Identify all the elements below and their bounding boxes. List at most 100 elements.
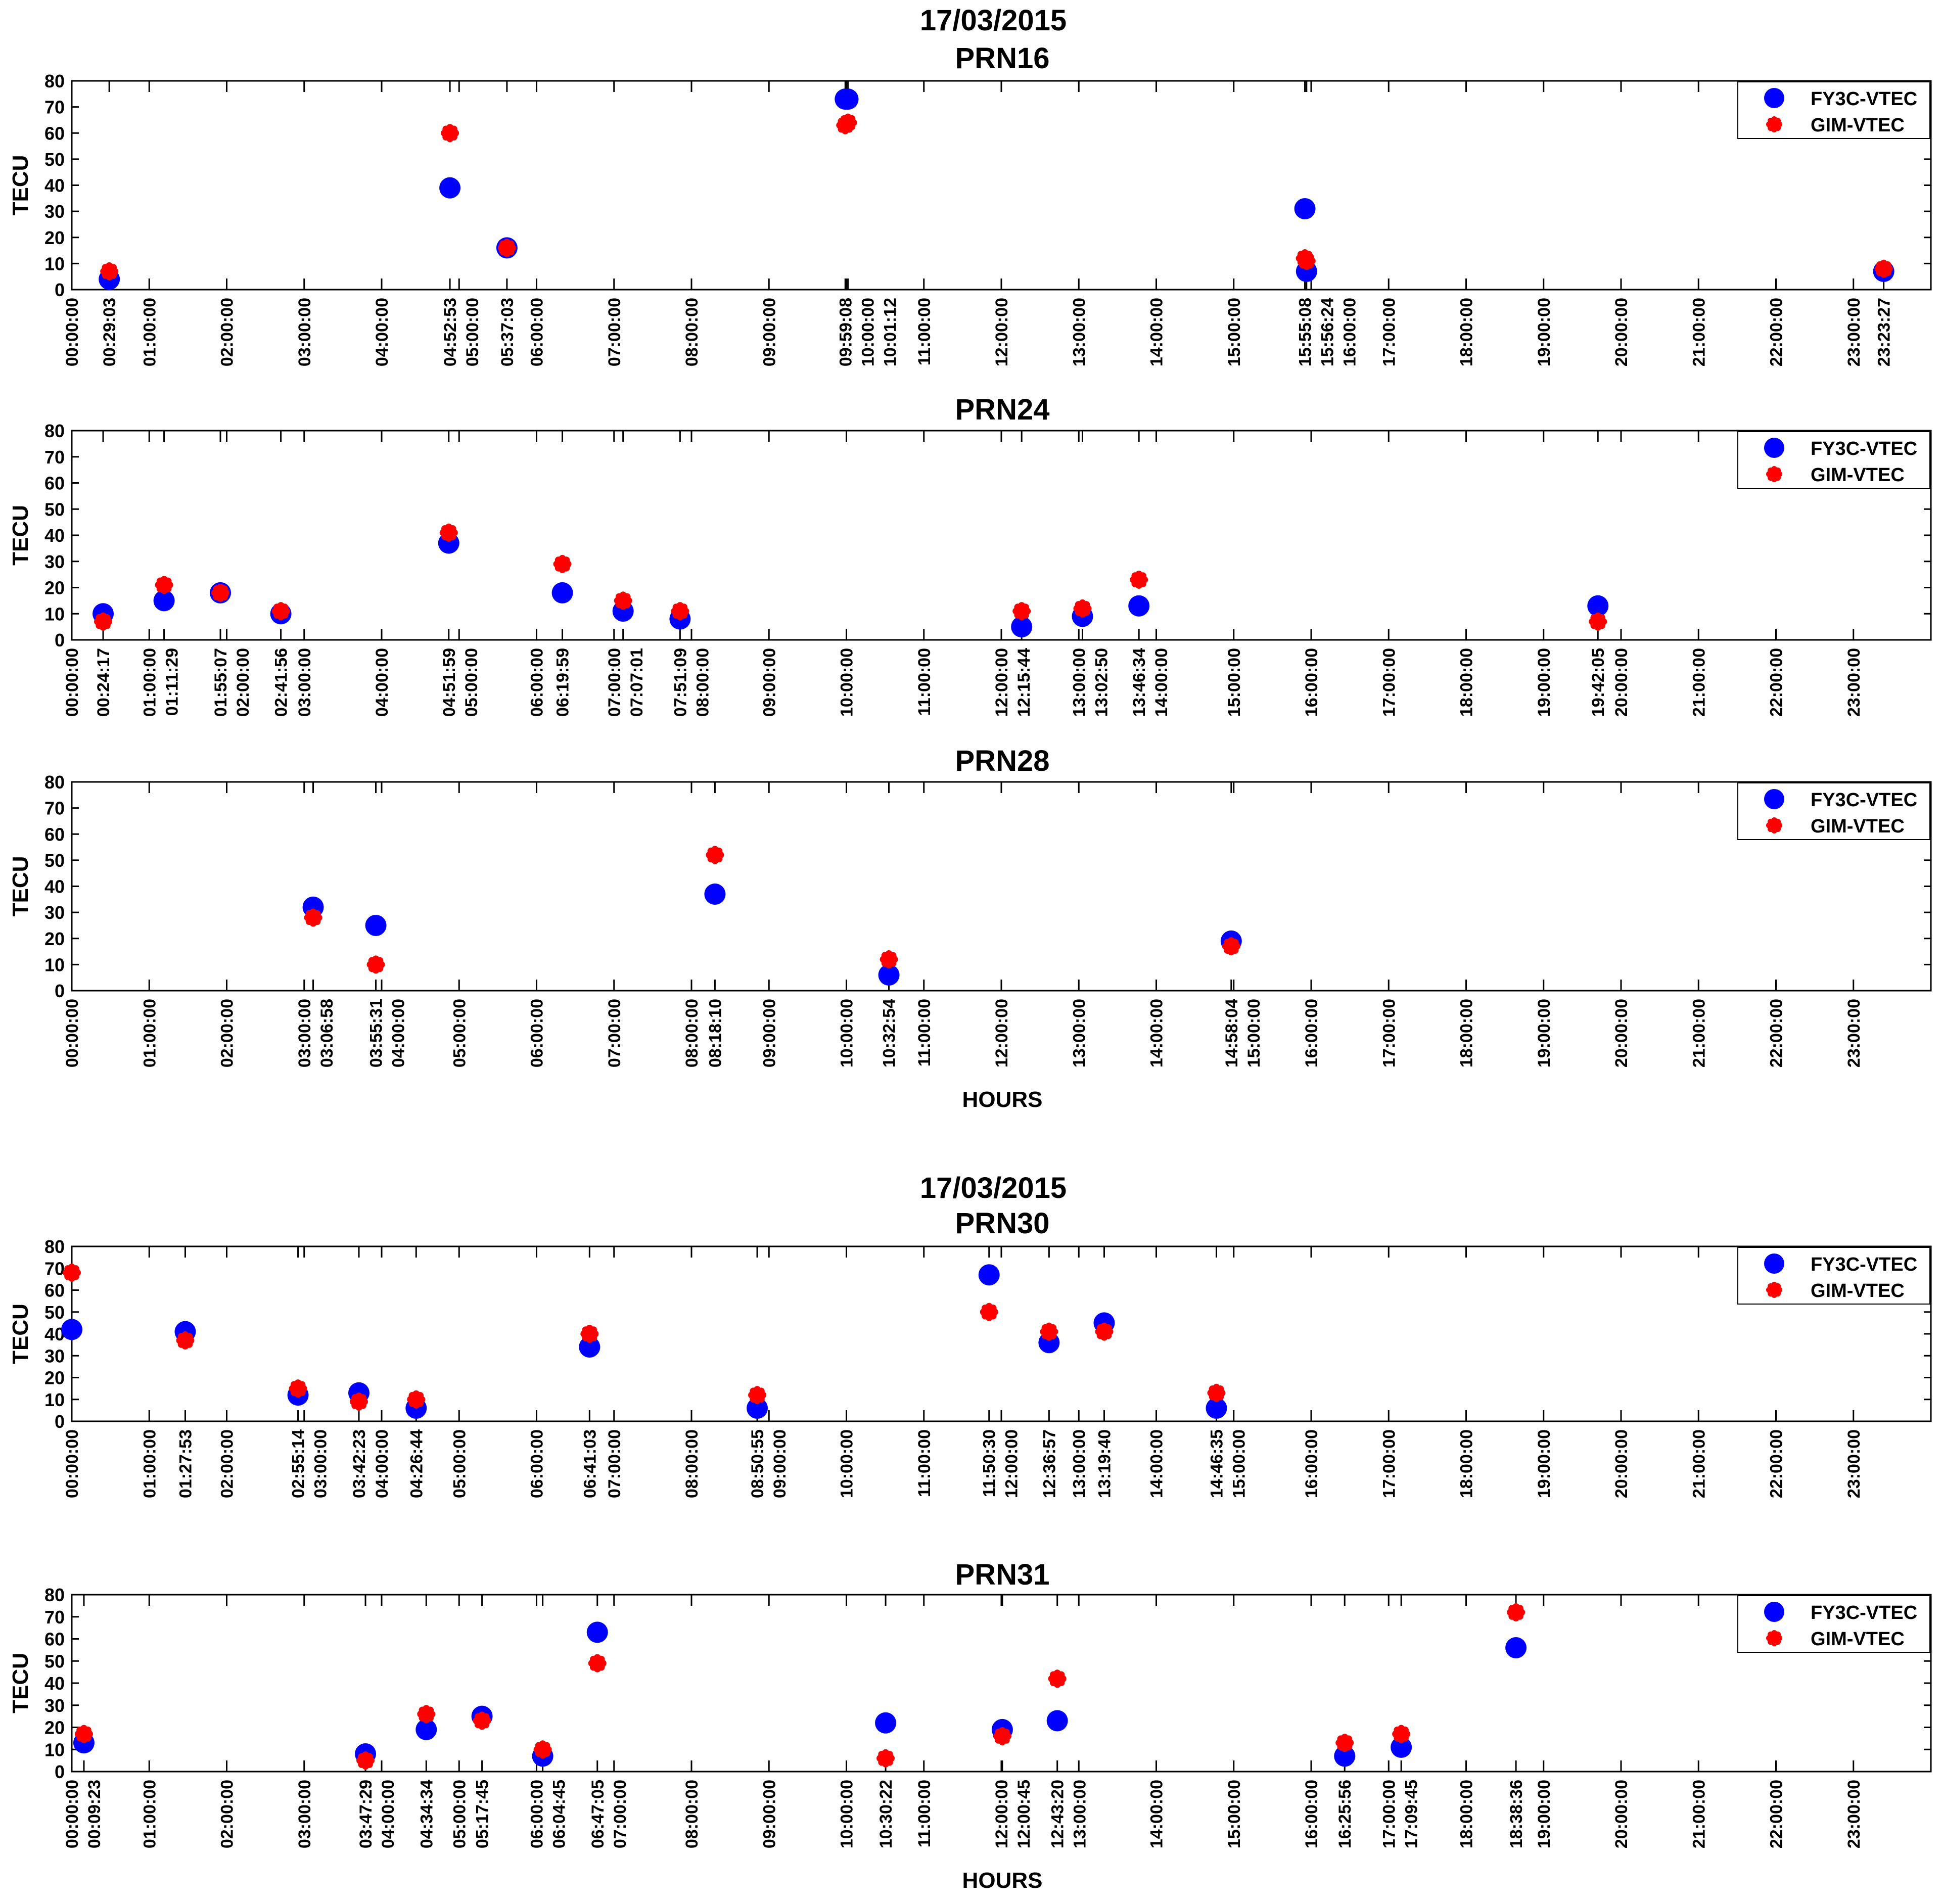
- x-tick-label: 16:00:00: [1341, 298, 1360, 366]
- gim-vtec-point: [94, 612, 113, 631]
- x-tick-label: 14:00:00: [1147, 1780, 1167, 1848]
- x-tick-label: 15:00:00: [1225, 648, 1244, 717]
- gim-vtec-point-lobe: [281, 603, 289, 611]
- x-tick-label: 11:00:00: [915, 648, 934, 716]
- gim-vtec-point-lobe: [84, 1726, 91, 1734]
- gim-vtec-point: [497, 239, 516, 257]
- legend: FY3C-VTEC GIM-VTEC: [1737, 431, 1930, 489]
- x-tick-label: 06:00:00: [528, 648, 547, 717]
- x-tick-label: 07:00:00: [611, 1780, 630, 1848]
- legend-gim-marker: [1766, 1630, 1782, 1646]
- x-tick-label: 04:00:00: [389, 999, 408, 1067]
- x-tick-label: 12:43:20: [1048, 1780, 1068, 1848]
- x-tick-label: 15:00:00: [1225, 298, 1244, 366]
- legend-gim-label: GIM-VTEC: [1811, 1629, 1905, 1650]
- x-tick-label: 19:42:05: [1589, 648, 1608, 717]
- x-tick-label: 13:00:00: [1070, 648, 1089, 717]
- gim-vtec-point: [1040, 1322, 1058, 1341]
- legend: FY3C-VTEC GIM-VTEC: [1737, 782, 1930, 840]
- x-tick-label: 08:18:10: [706, 999, 725, 1067]
- y-tick-label: 70: [44, 447, 65, 468]
- legend-gim-marker: [1766, 466, 1782, 482]
- gim-vtec-point-lobe: [1598, 614, 1606, 621]
- x-tick-label: 13:00:00: [1071, 1780, 1090, 1848]
- x-tick-label: 01:27:53: [176, 1429, 195, 1498]
- y-tick-label: 10: [44, 1389, 65, 1410]
- y-tick-label: 40: [44, 1324, 65, 1344]
- x-tick-label: 00:00:00: [63, 298, 82, 366]
- y-tick-label: 30: [44, 201, 65, 222]
- legend-gim-label: GIM-VTEC: [1811, 465, 1905, 486]
- gim-vtec-point-lobe: [1307, 253, 1314, 261]
- x-tick-label: 15:55:08: [1296, 298, 1315, 366]
- x-tick-label: 00:00:00: [63, 1780, 82, 1848]
- x-tick-label: 06:41:03: [580, 1429, 599, 1498]
- gim-vtec-point: [993, 1727, 1011, 1745]
- x-tick-label: 03:00:00: [295, 298, 314, 366]
- x-tick-label: 11:00:00: [915, 1780, 934, 1847]
- gim-vtec-point: [533, 1740, 552, 1759]
- x-tick-label: 03:47:29: [356, 1780, 376, 1848]
- gim-vtec-point-lobe: [1884, 261, 1891, 268]
- x-tick-label: 08:00:00: [682, 1780, 702, 1848]
- x-tick-label: 22:00:00: [1767, 298, 1786, 366]
- y-axis-label: TECU: [8, 505, 33, 566]
- x-tick-label: 06:19:59: [553, 648, 573, 717]
- x-tick-label: 14:00:00: [1152, 648, 1171, 717]
- gim-vtec-point: [441, 124, 459, 143]
- x-tick-label: 23:00:00: [1844, 999, 1864, 1067]
- x-tick-label: 06:04:45: [550, 1780, 569, 1848]
- x-tick-label: 08:00:00: [682, 298, 702, 366]
- gim-vtec-point: [1589, 612, 1607, 631]
- gim-vtec-point: [1297, 252, 1316, 270]
- x-tick-label: 06:00:00: [528, 999, 547, 1067]
- x-tick-label: 10:32:54: [880, 999, 899, 1067]
- x-tick-label: 02:55:14: [289, 1429, 308, 1498]
- x-tick-label: 07:00:00: [605, 999, 624, 1067]
- gim-vtec-point-lobe: [989, 1304, 997, 1312]
- fy3c-vtec-point: [1128, 595, 1150, 617]
- x-tick-label: 16:00:00: [1302, 648, 1321, 717]
- x-tick-label: 07:07:01: [627, 648, 646, 717]
- x-tick-label: 12:00:00: [992, 648, 1011, 717]
- x-tick-label: 15:00:00: [1244, 999, 1264, 1067]
- y-tick-label: 40: [44, 175, 65, 196]
- x-tick-label: 20:00:00: [1612, 1780, 1631, 1848]
- gim-vtec-point-lobe: [1022, 603, 1029, 611]
- x-tick-label: 22:00:00: [1767, 648, 1786, 717]
- gim-vtec-point-lobe: [889, 952, 897, 959]
- x-tick-label: 21:00:00: [1689, 1780, 1708, 1848]
- gim-vtec-point-lobe: [680, 603, 688, 611]
- x-tick-label: 10:00:00: [838, 1780, 857, 1848]
- legend-fy3c-label: FY3C-VTEC: [1811, 1602, 1917, 1623]
- x-tick-label: 11:00:00: [915, 999, 934, 1066]
- gim-vtec-point-lobe: [450, 125, 457, 133]
- fy3c-vtec-point: [439, 177, 461, 199]
- x-tick-label: 12:00:45: [1014, 1780, 1034, 1848]
- legend-fy3c-label: FY3C-VTEC: [1811, 438, 1917, 459]
- x-tick-label: 08:00:00: [682, 1429, 702, 1498]
- gim-vtec-point: [271, 602, 290, 621]
- gim-vtec-point-lobe: [1516, 1605, 1523, 1612]
- x-tick-label: 09:00:00: [770, 1429, 790, 1498]
- gim-vtec-point-lobe: [1217, 1385, 1224, 1392]
- x-tick-label: 21:00:00: [1689, 999, 1708, 1067]
- gim-vtec-point-lobe: [365, 1753, 373, 1760]
- x-tick-label: 06:00:00: [528, 1780, 547, 1848]
- legend: FY3C-VTEC GIM-VTEC: [1737, 1247, 1930, 1305]
- x-tick-label: 10:01:12: [881, 298, 900, 366]
- gim-vtec-point-lobe: [715, 847, 723, 855]
- x-tick-label: 16:25:56: [1335, 1780, 1355, 1848]
- gim-vtec-point: [1073, 599, 1092, 618]
- x-tick-label: 21:00:00: [1689, 648, 1708, 717]
- gim-vtec-point-lobe: [757, 1387, 765, 1395]
- y-tick-label: 30: [44, 902, 65, 923]
- legend-gim-marker-lobe: [1775, 818, 1781, 825]
- fy3c-vtec-point: [1334, 1745, 1356, 1767]
- gim-vtec-point-lobe: [109, 264, 117, 271]
- y-axis-label: TECU: [8, 155, 33, 216]
- gim-vtec-point: [876, 1749, 895, 1768]
- x-tick-label: 02:00:00: [234, 648, 253, 717]
- x-tick-label: 02:00:00: [218, 298, 237, 366]
- legend-gim-marker-lobe: [1775, 117, 1781, 124]
